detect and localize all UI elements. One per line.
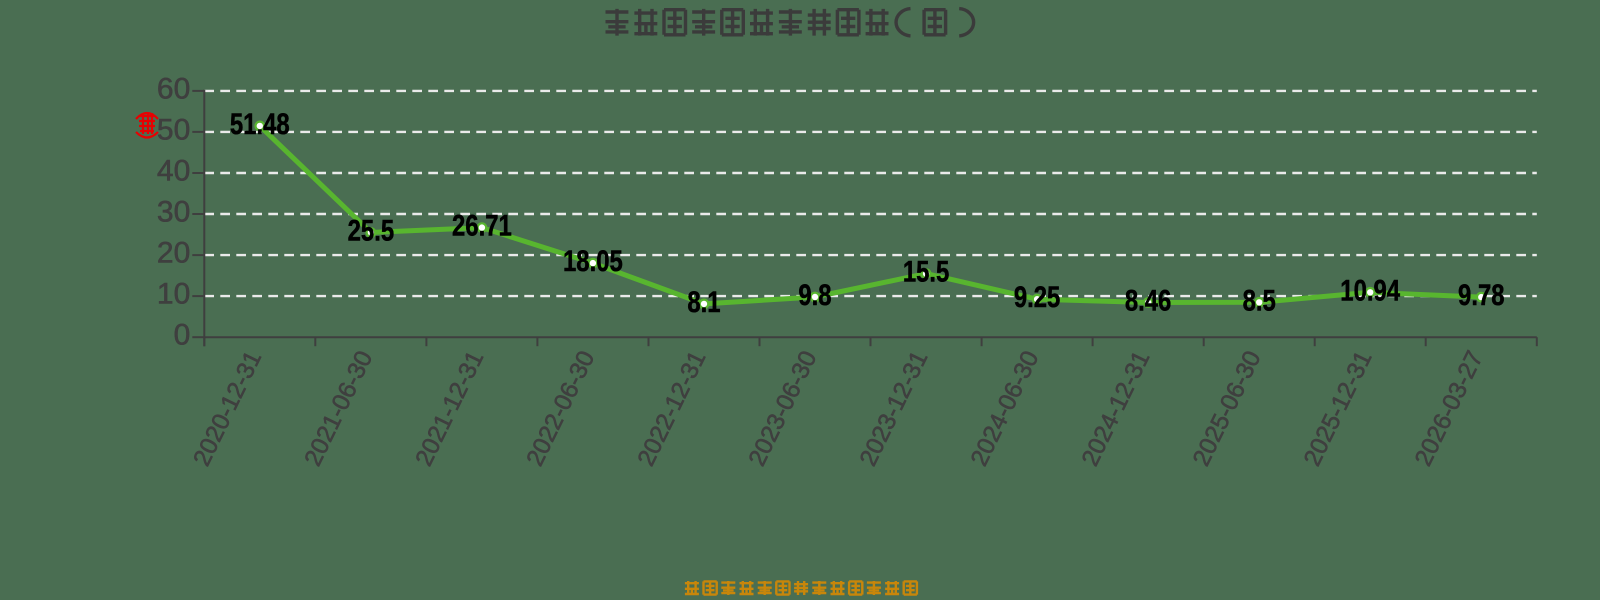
svg-text:15.5: 15.5 xyxy=(903,256,950,289)
svg-text:51.48: 51.48 xyxy=(230,108,290,141)
svg-text:9.8: 9.8 xyxy=(798,279,831,312)
svg-text:8.5: 8.5 xyxy=(1243,284,1276,317)
svg-text:8.46: 8.46 xyxy=(1125,285,1172,318)
svg-text:10: 10 xyxy=(157,278,190,311)
svg-text:8.1: 8.1 xyxy=(687,286,720,319)
svg-text:10.94: 10.94 xyxy=(1340,274,1400,307)
svg-text:30: 30 xyxy=(157,196,190,229)
svg-text:20: 20 xyxy=(157,237,190,270)
svg-text:0: 0 xyxy=(174,319,191,352)
svg-text:9.78: 9.78 xyxy=(1458,279,1505,312)
svg-text:9.25: 9.25 xyxy=(1014,281,1061,314)
svg-text:25.5: 25.5 xyxy=(348,215,395,248)
svg-text:40: 40 xyxy=(157,155,190,188)
svg-text:26.71: 26.71 xyxy=(452,210,512,243)
svg-text:50: 50 xyxy=(157,113,190,146)
svg-text:60: 60 xyxy=(157,72,190,105)
svg-text:18.05: 18.05 xyxy=(563,245,623,278)
